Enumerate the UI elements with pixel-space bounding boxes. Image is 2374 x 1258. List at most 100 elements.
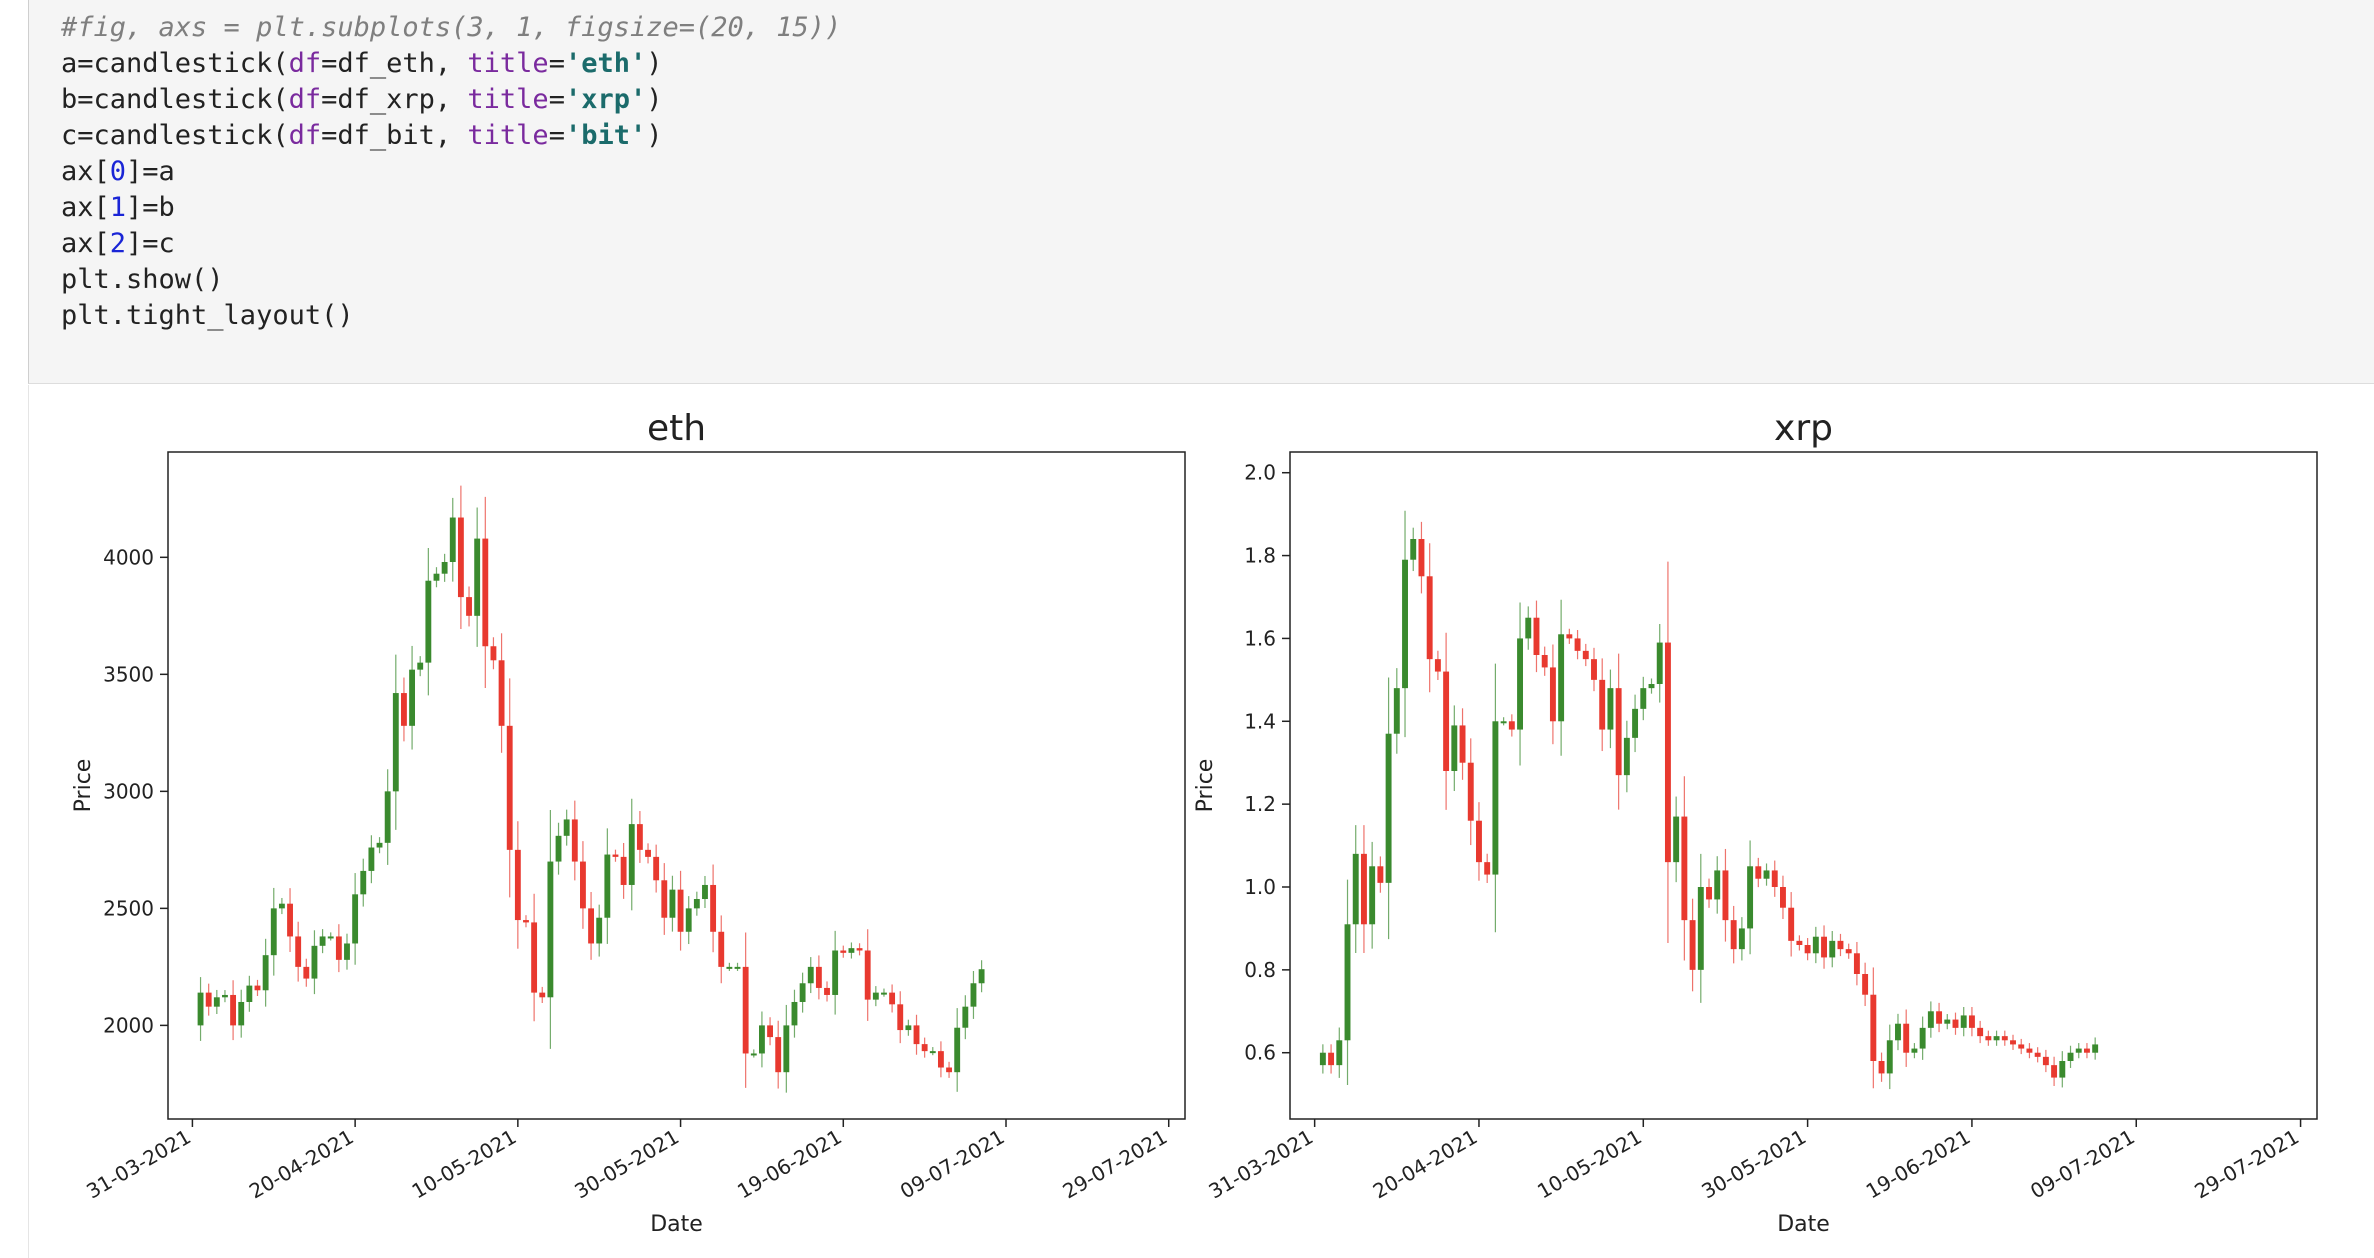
candle-body: [937, 1051, 944, 1068]
code-token: =df_eth,: [321, 48, 468, 79]
code-token: df: [288, 48, 322, 79]
candle-body: [262, 955, 269, 991]
charts-figure: eth 2000 2500 3000 3500 4000 31-03-2021 20-04-2…: [71, 408, 2318, 1237]
candle-body: [1467, 762, 1474, 821]
candle-body: [726, 966, 733, 969]
y-tick-label: 4000: [103, 545, 154, 569]
candle-body: [1952, 1019, 1959, 1028]
code-token: 'xrp': [564, 84, 647, 115]
candle-body: [669, 889, 676, 918]
plot-frame: [1289, 451, 2318, 1120]
x-tick-label: 30-05-2021: [570, 1125, 683, 1204]
candle-body: [1788, 907, 1795, 941]
candle-body: [856, 948, 863, 951]
candle-body: [913, 1025, 920, 1045]
code-token: #fig, axs = plt.subplots(3, 1, figsize=(…: [61, 12, 842, 43]
y-tick-label: 1.4: [1244, 709, 1276, 733]
candle-body: [1541, 655, 1548, 668]
candle-body: [636, 824, 643, 850]
candle-body: [604, 854, 611, 918]
candle-body: [978, 969, 985, 984]
x-tick-label: 31-03-2021: [1204, 1125, 1317, 1204]
candle-body: [1878, 1061, 1885, 1074]
candle-body: [2001, 1036, 2008, 1041]
candle-body: [1812, 936, 1819, 954]
y-tick-label: 1.6: [1244, 626, 1276, 650]
y-axis-label: Price: [1193, 759, 1218, 813]
candle-body: [1443, 671, 1450, 771]
candle-body: [775, 1037, 782, 1073]
candle-body: [205, 992, 212, 1007]
candle-body: [685, 908, 692, 932]
candle-body: [1360, 853, 1367, 925]
chart-xrp: xrp 0.6 0.8 1.0 1.2 1.4 1.6 1.8 2.0 31-03-2021 20-…: [1193, 408, 2318, 1237]
candle-body: [2010, 1040, 2016, 1045]
candle-body: [1706, 887, 1712, 900]
candle-body: [506, 725, 513, 850]
candle-body: [897, 1004, 904, 1031]
code-token: 'bit': [564, 120, 647, 151]
candle-body: [645, 849, 651, 857]
code-line: ax[1]=b: [61, 192, 175, 223]
candle-body: [1985, 1036, 1992, 1041]
y-tick-label: 0.8: [1244, 958, 1276, 982]
candle-body: [2051, 1065, 2058, 1078]
code-cell[interactable]: #fig, axs = plt.subplots(3, 1, figsize=(…: [28, 0, 2374, 384]
candle-body: [2067, 1052, 2074, 1061]
candle-body: [2026, 1048, 2033, 1053]
code-token: title: [467, 84, 549, 115]
candle-body: [1829, 940, 1836, 958]
candle-body: [441, 561, 448, 574]
candle-body: [1558, 634, 1565, 722]
candle-body: [962, 1006, 969, 1028]
code-line: b=candlestick(df=df_xrp, title='xrp'): [61, 84, 663, 115]
candle-body: [872, 992, 879, 1000]
candle-body: [1566, 634, 1573, 639]
candle-body: [921, 1044, 928, 1052]
candle-body: [1936, 1011, 1943, 1024]
code-token: ax[: [61, 192, 110, 223]
candle-body: [1968, 1015, 1975, 1028]
code-token: ax[: [61, 228, 110, 259]
candle-body: [783, 1025, 790, 1073]
candle-body: [1697, 887, 1704, 970]
candle-body: [425, 580, 432, 663]
candle-body: [230, 994, 237, 1026]
candle-body: [1410, 539, 1417, 560]
candle-body: [742, 966, 749, 1054]
candle-body: [555, 835, 562, 862]
candle-body: [750, 1053, 757, 1056]
code-token: a=candlestick(: [61, 48, 289, 79]
candle-body: [734, 966, 741, 969]
code-line: ax[2]=c: [61, 228, 175, 259]
code-token: =: [548, 84, 565, 115]
candle-body: [1870, 994, 1877, 1061]
candle-body: [1911, 1048, 1918, 1053]
candle-body: [1517, 638, 1524, 730]
x-tick-label: 20-04-2021: [245, 1125, 358, 1204]
x-axis-label: Date: [650, 1212, 703, 1237]
candle-body: [1862, 974, 1869, 995]
candle-body: [1640, 688, 1647, 709]
candle-body: [1730, 920, 1737, 950]
code-editor[interactable]: #fig, axs = plt.subplots(3, 1, figsize=(…: [61, 10, 841, 334]
y-tick-label: 1.0: [1244, 875, 1276, 899]
candle-body: [677, 889, 684, 932]
candle-body: [319, 936, 326, 946]
y-tick-label: 3000: [103, 779, 154, 803]
y-tick-label: 2.0: [1244, 461, 1276, 485]
candle-body: [1895, 1023, 1901, 1041]
candle-body: [547, 861, 554, 998]
code-line: plt.show(): [61, 264, 224, 295]
candle-body: [889, 992, 896, 1005]
candle-body: [449, 517, 456, 562]
x-tick-label: 29-07-2021: [2190, 1125, 2303, 1204]
candle-body: [1755, 866, 1762, 879]
candle-body: [799, 983, 806, 1002]
y-tick-label: 2500: [103, 896, 154, 920]
candle-body: [1804, 945, 1811, 954]
candle-body: [653, 856, 660, 881]
candle-body: [1738, 928, 1745, 950]
x-tick-label: 10-05-2021: [1533, 1125, 1646, 1204]
candle-body: [457, 517, 464, 598]
